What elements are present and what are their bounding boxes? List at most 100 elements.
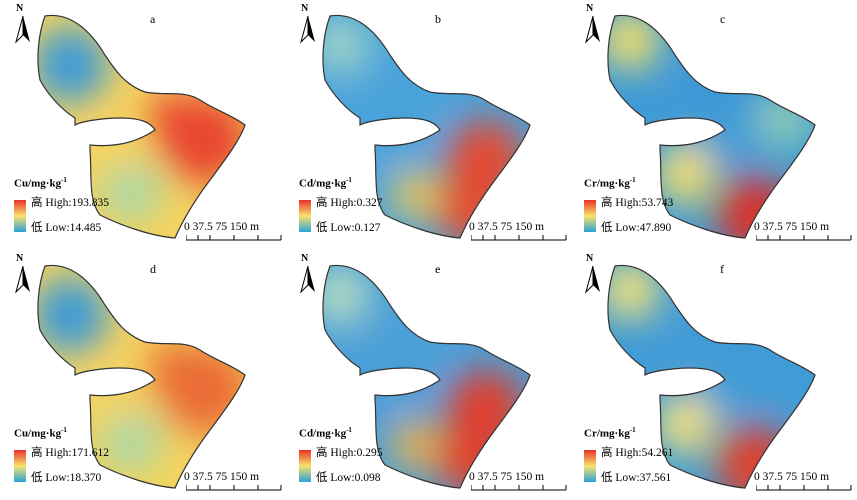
heatmap-a	[37, 14, 246, 239]
north-arrow-icon: N	[10, 3, 40, 44]
legend-high: 高 High:53.743	[601, 197, 674, 209]
north-arrow-icon: N	[295, 253, 325, 294]
scale-labels: 0 37.5 75 150 m	[469, 221, 545, 233]
north-label: N	[16, 253, 24, 264]
scale-line	[186, 235, 282, 241]
legend: Cr/mg·kg-1 高 High:54.261 低 Low:37.561	[584, 426, 754, 490]
legend: Cu/mg·kg-1 高 High:171.612 低 Low:18.370	[14, 426, 184, 490]
scale-labels: 0 37.5 75 150 m	[754, 471, 830, 483]
concentration-zone-nw	[607, 265, 660, 320]
north-arrow-shape	[300, 265, 315, 294]
scale-line	[756, 485, 852, 491]
heatmap-f	[607, 264, 816, 489]
heatmap-d	[37, 264, 246, 489]
legend-low: 低 Low:37.561	[601, 472, 672, 484]
map-panel-c: c N Cr/mg·kg-1 高 High:53.743 低 Low:47.890 0 3…	[570, 0, 855, 250]
site-boundary	[607, 264, 816, 489]
legend-high: 高 High:0.295	[316, 447, 383, 459]
scale-bar: 0 37.5 75 150 m	[184, 471, 284, 493]
site-boundary	[37, 14, 246, 239]
panel-letter: f	[720, 262, 724, 276]
north-arrow-shape	[585, 15, 600, 44]
concentration-zone-center	[98, 378, 142, 422]
scale-line	[186, 485, 282, 491]
north-arrow-shape	[585, 265, 600, 294]
legend-title: Cd/mg·kg-1	[299, 176, 352, 190]
legend-high: 高 High:54.261	[601, 447, 674, 459]
north-arrow-shape	[15, 15, 30, 44]
site-boundary	[322, 14, 531, 239]
concentration-zone-nw	[37, 27, 108, 103]
legend: Cr/mg·kg-1 高 High:53.743 低 Low:47.890	[584, 176, 754, 240]
map-panel-e: e N Cd/mg·kg-1 高 High:0.295 低 Low:0.098 0 37.…	[285, 250, 570, 500]
site-boundary	[607, 14, 816, 239]
legend-high: 高 High:0.327	[316, 197, 383, 209]
legend-low: 低 Low:0.098	[316, 472, 381, 484]
legend-title: Cr/mg·kg-1	[584, 426, 636, 440]
north-arrow-icon: N	[580, 253, 610, 294]
map-panel-f: f N Cr/mg·kg-1 高 High:54.261 低 Low:37.561 0 3…	[570, 250, 855, 500]
map-panel-b: b N Cd/mg·kg-1 高 High:0.327 低 Low:0.127 0 37.…	[285, 0, 570, 250]
legend-high: 高 High:171.612	[31, 447, 109, 459]
north-label: N	[301, 253, 309, 264]
concentration-zone-east	[147, 92, 203, 148]
scale-labels: 0 37.5 75 150 m	[184, 221, 260, 233]
concentration-zone-east	[755, 340, 815, 400]
legend-color-ramp	[584, 200, 596, 232]
concentration-zone-nw	[655, 395, 715, 455]
scale-line	[471, 485, 567, 491]
legend-title: Cu/mg·kg-1	[14, 176, 67, 190]
scale-line	[756, 235, 852, 241]
concentration-zone-nw	[37, 277, 108, 353]
north-label: N	[301, 3, 309, 14]
legend-low: 低 Low:14.485	[31, 222, 102, 234]
scale-bar: 0 37.5 75 150 m	[469, 221, 569, 243]
concentration-zone-nw	[655, 145, 715, 205]
panel-letter: d	[150, 262, 156, 276]
concentration-zone-nw	[607, 15, 660, 70]
concentration-zone-east	[755, 90, 815, 150]
scale-bar: 0 37.5 75 150 m	[754, 221, 854, 243]
legend-color-ramp	[14, 450, 26, 482]
north-arrow-icon: N	[10, 253, 40, 294]
north-label: N	[16, 3, 24, 14]
site-boundary	[322, 264, 531, 489]
legend: Cd/mg·kg-1 高 High:0.327 低 Low:0.127	[299, 176, 469, 240]
legend-color-ramp	[299, 200, 311, 232]
map-panel-a: a N Cu/mg·kg-1 高 High:193.835 低 Low:14.485 0 …	[0, 0, 285, 250]
concentration-zone-south	[98, 408, 162, 472]
concentration-zone-center	[98, 128, 142, 172]
panel-letter: a	[150, 12, 156, 26]
legend-high: 高 High:193.835	[31, 197, 109, 209]
north-arrow-icon: N	[295, 3, 325, 44]
concentration-zone-south	[98, 158, 162, 222]
site-boundary	[37, 264, 246, 489]
legend-title: Cu/mg·kg-1	[14, 426, 67, 440]
north-arrow-shape	[300, 15, 315, 44]
north-label: N	[586, 253, 594, 264]
concentration-zone-east	[147, 342, 203, 398]
panel-letter: b	[435, 12, 441, 26]
legend-color-ramp	[14, 200, 26, 232]
heatmap-e	[322, 264, 531, 489]
legend-low: 低 Low:18.370	[31, 472, 102, 484]
legend-title: Cr/mg·kg-1	[584, 176, 636, 190]
scale-labels: 0 37.5 75 150 m	[754, 221, 830, 233]
panel-letter: c	[720, 12, 726, 26]
scale-bar: 0 37.5 75 150 m	[469, 471, 569, 493]
north-arrow-shape	[15, 265, 30, 294]
concentration-zone-south	[390, 420, 440, 470]
scale-bar: 0 37.5 75 150 m	[184, 221, 284, 243]
legend-color-ramp	[299, 450, 311, 482]
scale-line	[471, 235, 567, 241]
scale-labels: 0 37.5 75 150 m	[469, 471, 545, 483]
legend-low: 低 Low:0.127	[316, 222, 381, 234]
panel-letter: e	[435, 262, 441, 276]
legend: Cu/mg·kg-1 高 High:193.835 低 Low:14.485	[14, 176, 184, 240]
legend-title: Cd/mg·kg-1	[299, 426, 352, 440]
heatmap-c	[607, 14, 816, 239]
scale-labels: 0 37.5 75 150 m	[184, 471, 260, 483]
north-label: N	[586, 3, 594, 14]
map-panel-d: d N Cu/mg·kg-1 高 High:171.612 低 Low:18.370 0 …	[0, 250, 285, 500]
concentration-zone-south	[390, 170, 440, 220]
